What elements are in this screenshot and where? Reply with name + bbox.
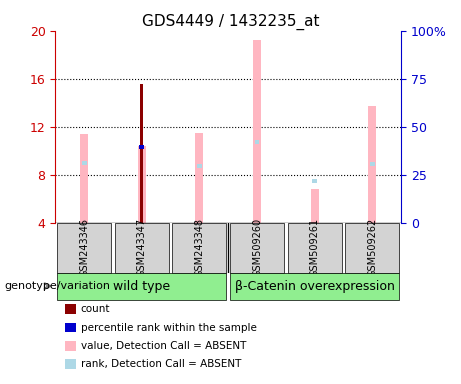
FancyBboxPatch shape [57, 273, 226, 300]
FancyBboxPatch shape [345, 223, 399, 273]
Bar [195, 133, 203, 223]
Bar [140, 84, 143, 223]
Text: β-Catenin overexpression: β-Catenin overexpression [235, 280, 395, 293]
FancyBboxPatch shape [115, 223, 169, 273]
Bar [253, 40, 261, 223]
Text: GDS4449 / 1432235_at: GDS4449 / 1432235_at [142, 13, 319, 30]
FancyBboxPatch shape [230, 273, 399, 300]
Bar [368, 106, 376, 223]
FancyBboxPatch shape [172, 223, 226, 273]
Text: GSM509260: GSM509260 [252, 218, 262, 277]
Text: count: count [81, 304, 110, 314]
Text: GSM509261: GSM509261 [310, 218, 319, 277]
Bar [82, 161, 87, 165]
Text: GSM509262: GSM509262 [367, 218, 377, 277]
Bar [254, 140, 260, 144]
Bar [138, 146, 146, 223]
FancyBboxPatch shape [230, 223, 284, 273]
Text: GSM243347: GSM243347 [137, 218, 147, 277]
Text: GSM243346: GSM243346 [79, 218, 89, 277]
FancyBboxPatch shape [288, 223, 342, 273]
Bar [139, 145, 144, 149]
Text: percentile rank within the sample: percentile rank within the sample [81, 323, 257, 333]
Text: rank, Detection Call = ABSENT: rank, Detection Call = ABSENT [81, 359, 241, 369]
Text: wild type: wild type [113, 280, 170, 293]
Text: GSM243348: GSM243348 [195, 218, 204, 277]
Bar [197, 164, 202, 169]
Text: value, Detection Call = ABSENT: value, Detection Call = ABSENT [81, 341, 246, 351]
FancyBboxPatch shape [57, 223, 111, 273]
Bar [80, 134, 88, 223]
Bar [311, 189, 319, 223]
Text: genotype/variation: genotype/variation [5, 281, 111, 291]
Bar [312, 179, 317, 183]
Bar [370, 162, 375, 166]
